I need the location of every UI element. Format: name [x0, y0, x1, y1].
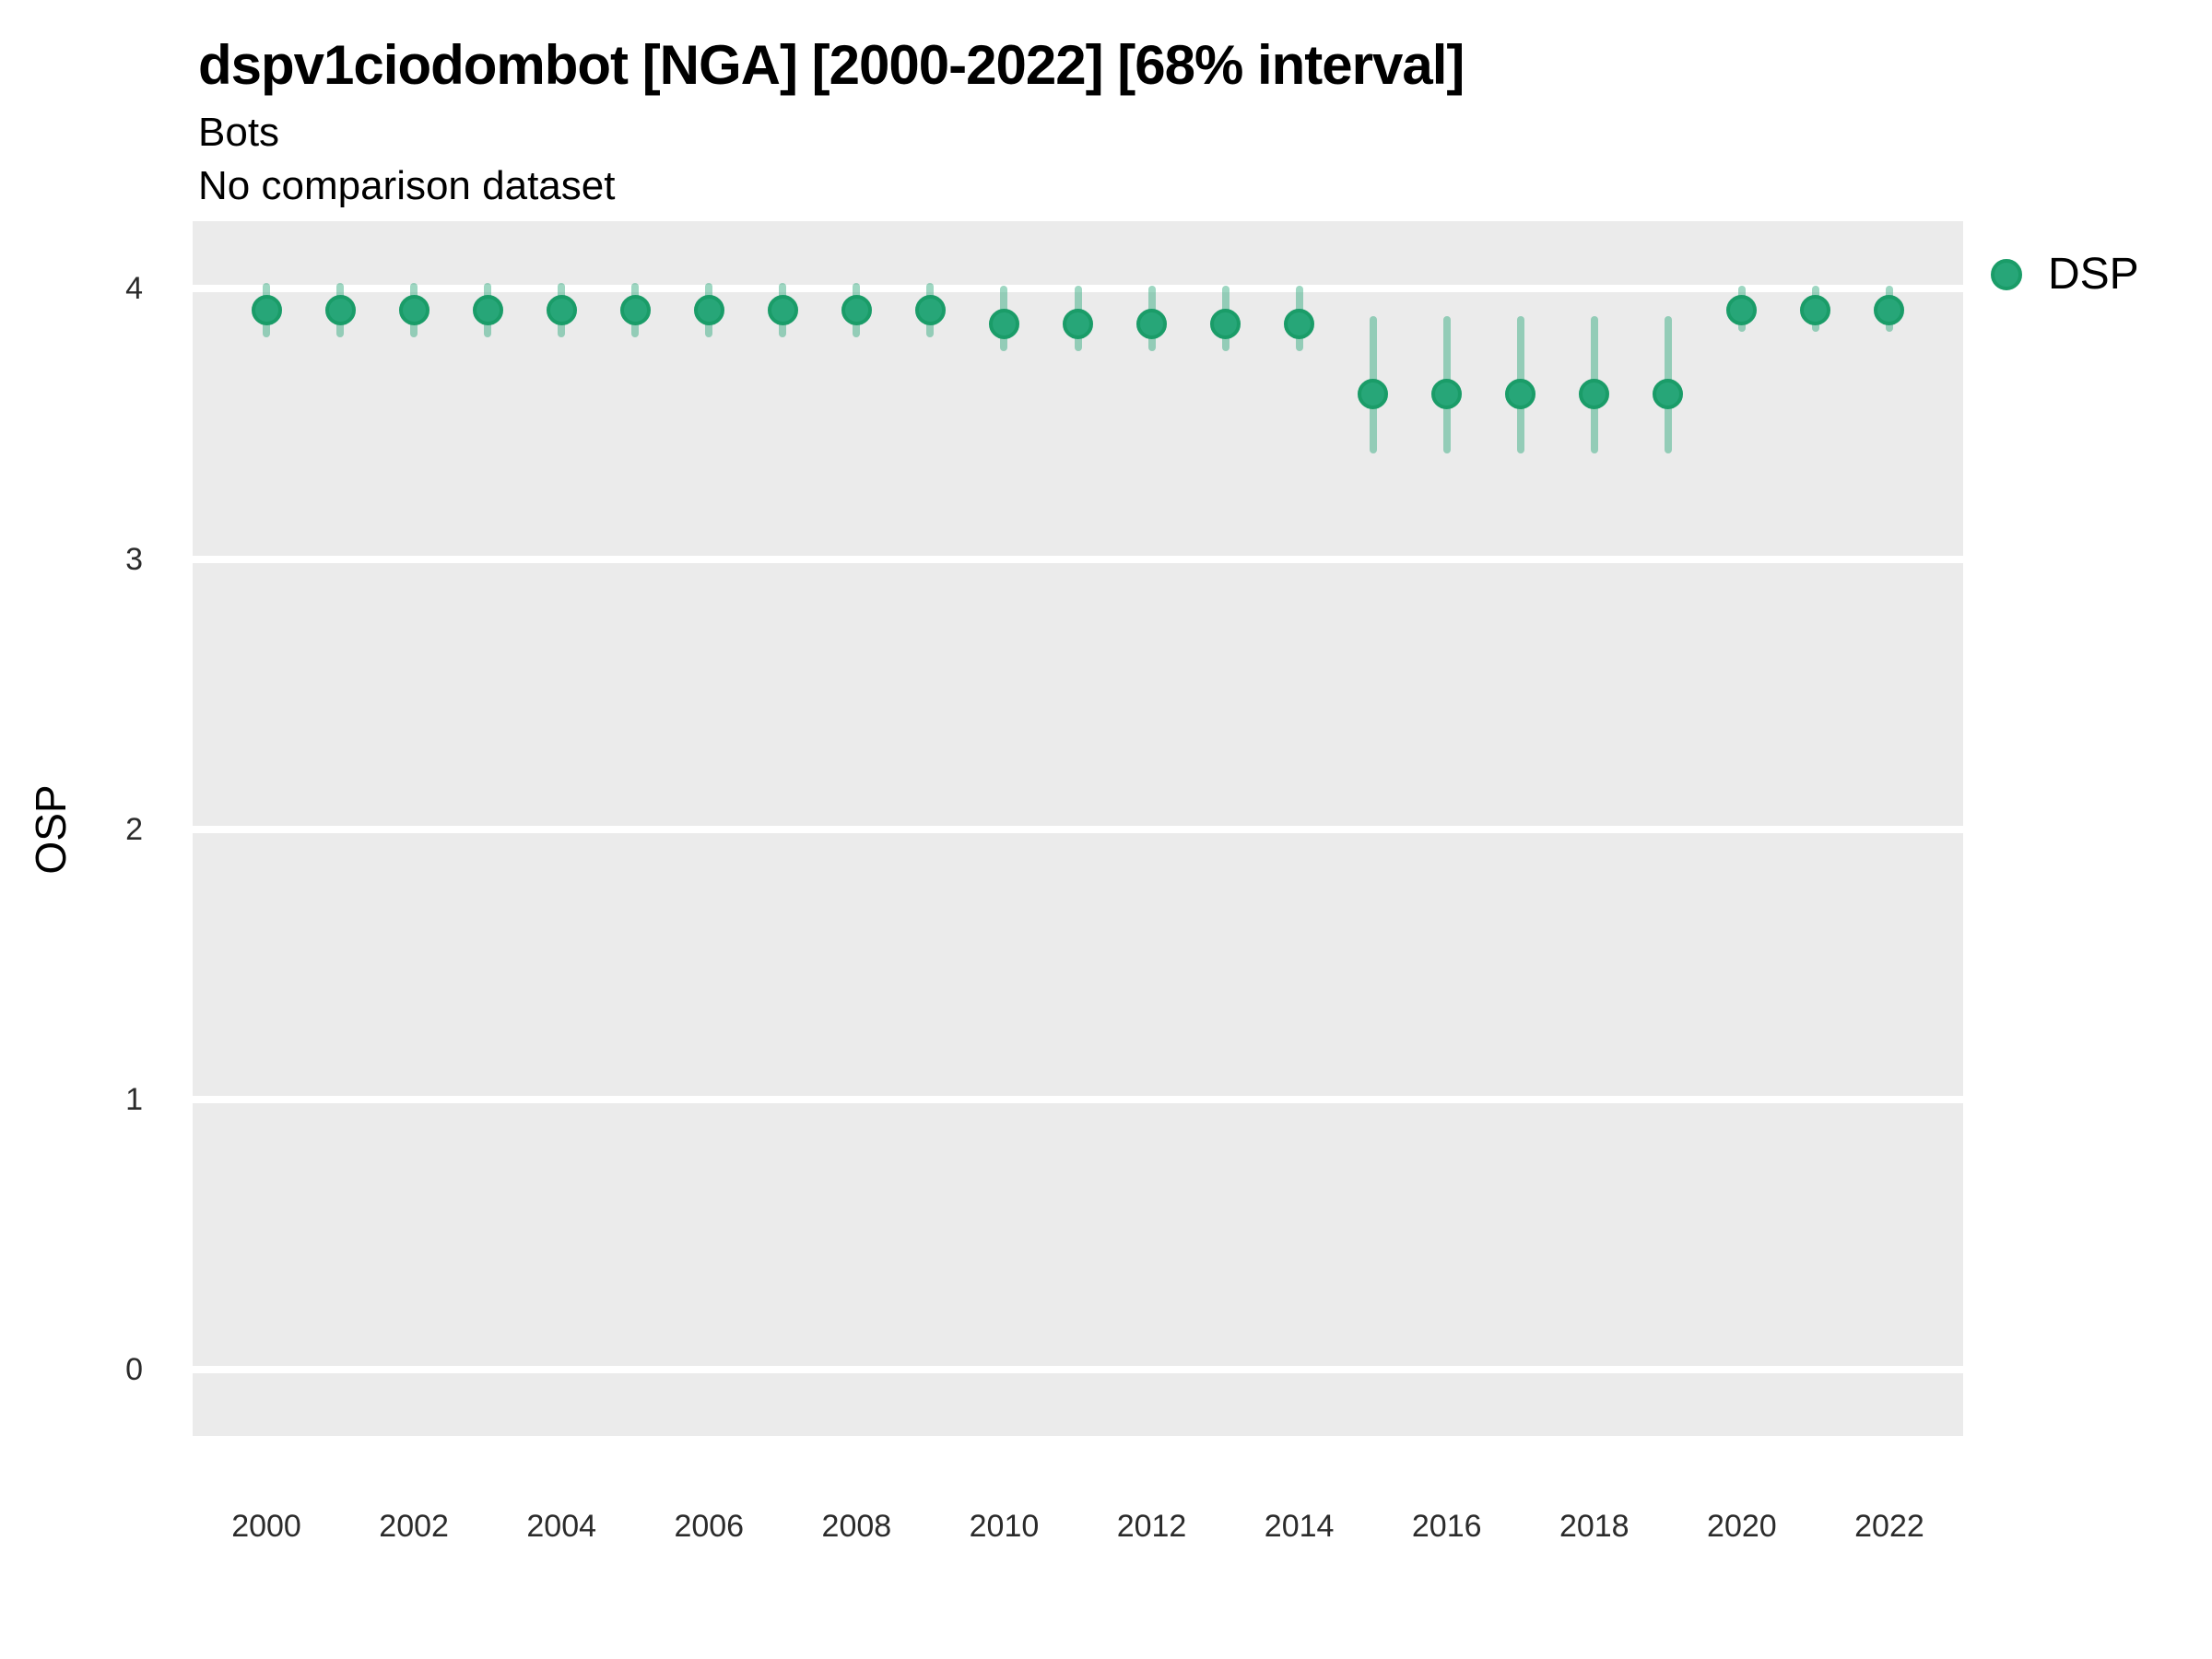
x-tick-label: 2020 — [1707, 1509, 1777, 1544]
x-tick-label: 2014 — [1264, 1509, 1335, 1544]
data-point — [914, 295, 946, 326]
data-point — [767, 295, 798, 326]
x-tick-label: 2010 — [969, 1509, 1040, 1544]
data-point — [251, 295, 282, 326]
data-point — [398, 295, 429, 326]
y-tick-label: 4 — [125, 271, 143, 307]
x-tick-label: 2000 — [231, 1509, 301, 1544]
data-point — [1431, 379, 1463, 410]
y-tick-label: 3 — [125, 541, 143, 577]
data-point — [472, 295, 503, 326]
data-point — [1358, 379, 1389, 410]
legend-label-dsp: DSP — [2048, 250, 2139, 299]
x-tick-label: 2008 — [821, 1509, 892, 1544]
x-tick-label: 2002 — [379, 1509, 449, 1544]
x-tick-label: 2004 — [526, 1509, 597, 1544]
comparison-note: No comparison dataset — [198, 163, 616, 208]
data-point — [841, 295, 872, 326]
data-point — [1063, 308, 1093, 339]
chart-title: dspv1ciodombot [NGA] [2000-2022] [68% in… — [198, 34, 1465, 96]
data-point — [1874, 295, 1905, 326]
data-point — [1284, 308, 1315, 339]
data-point — [1800, 295, 1831, 326]
data-point — [988, 308, 1019, 339]
data-point — [1653, 379, 1684, 410]
x-tick-label: 2016 — [1411, 1509, 1482, 1544]
y-tick-label: 1 — [125, 1081, 143, 1117]
gridline-y-2 — [193, 825, 1963, 833]
gridline-y-1 — [193, 1095, 1963, 1103]
data-point — [1136, 308, 1168, 339]
gridline-y-4 — [193, 285, 1963, 293]
data-point — [546, 295, 577, 326]
legend: DSP — [1991, 251, 2139, 299]
gridline-y-3 — [193, 555, 1963, 563]
y-tick-label: 0 — [125, 1352, 143, 1388]
x-tick-label: 2018 — [1559, 1509, 1630, 1544]
data-point — [324, 295, 356, 326]
x-tick-label: 2006 — [674, 1509, 745, 1544]
data-point — [693, 295, 724, 326]
y-tick-label: 2 — [125, 811, 143, 847]
data-point — [1579, 379, 1610, 410]
gridline-y-0 — [193, 1366, 1963, 1374]
x-tick-label: 2022 — [1854, 1509, 1924, 1544]
chart-subtitle: Bots — [198, 110, 280, 155]
plot-panel — [193, 221, 1963, 1436]
data-point — [1505, 379, 1536, 410]
data-point — [619, 295, 651, 326]
data-point — [1726, 295, 1758, 326]
data-point — [1210, 308, 1241, 339]
x-tick-label: 2012 — [1116, 1509, 1187, 1544]
legend-swatch-dsp — [1991, 259, 2022, 290]
